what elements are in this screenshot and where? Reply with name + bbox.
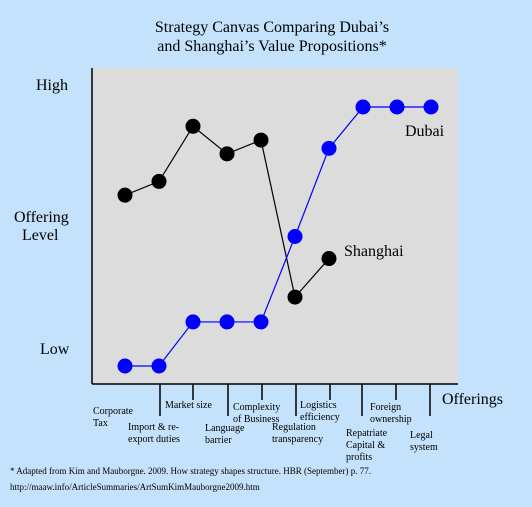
- category-label: Logistics efficiency: [300, 400, 340, 423]
- data-point-dubai: [219, 314, 235, 330]
- data-point-dubai: [185, 314, 201, 330]
- data-point-dubai: [253, 314, 269, 330]
- category-labels: Corporate Tax Import & re-export duties Mar…: [93, 400, 438, 463]
- x-axis-label: Offerings: [442, 391, 503, 408]
- data-point-dubai: [389, 99, 405, 115]
- data-point-dubai: [423, 99, 439, 115]
- data-point-shanghai: [151, 173, 167, 189]
- chart-title-line-1: Strategy Canvas Comparing Dubai’s: [155, 19, 389, 36]
- data-point-dubai: [321, 140, 337, 156]
- category-label: Import & re-export duties: [128, 422, 180, 445]
- category-label: Corporate Tax: [93, 406, 134, 429]
- footnote-line-2: http://maaw.info/ArticleSummaries/ArtSum…: [10, 482, 260, 492]
- y-label-offering: Offering: [14, 209, 69, 226]
- data-point-shanghai: [287, 289, 303, 305]
- data-point-shanghai: [253, 132, 269, 148]
- data-point-dubai: [117, 358, 133, 374]
- data-point-shanghai: [117, 187, 133, 203]
- data-point-shanghai: [219, 146, 235, 162]
- plot-area: [92, 68, 458, 384]
- y-label-level: Level: [22, 227, 59, 244]
- data-point-dubai: [355, 99, 371, 115]
- data-point-dubai: [151, 358, 167, 374]
- category-label: Foreign ownership: [370, 402, 412, 425]
- series-points: [117, 99, 439, 374]
- axes: [91, 68, 458, 385]
- series-label-dubai: Dubai: [405, 123, 445, 140]
- category-label: Complexity of Business: [233, 402, 280, 425]
- category-label: Repatriate Capital & profits: [346, 428, 388, 463]
- series-label-shanghai: Shanghai: [344, 243, 404, 260]
- category-label: Regulation transparency: [272, 422, 323, 445]
- footnote-line-1: * Adapted from Kim and Mauborgne. 2009. …: [10, 466, 371, 476]
- y-label-low: Low: [40, 341, 70, 358]
- data-point-shanghai: [185, 118, 201, 134]
- series-line-dubai: [125, 106, 431, 367]
- x-ticks: [159, 384, 431, 416]
- data-point-dubai: [287, 229, 303, 244]
- data-point-shanghai: [321, 251, 337, 267]
- category-label: Market size: [165, 400, 212, 411]
- category-label: Language barrier: [205, 423, 245, 446]
- category-label: Legal system: [410, 430, 438, 453]
- y-label-high: High: [36, 77, 68, 94]
- chart-title-line-2: and Shanghai’s Value Propositions*: [157, 38, 386, 55]
